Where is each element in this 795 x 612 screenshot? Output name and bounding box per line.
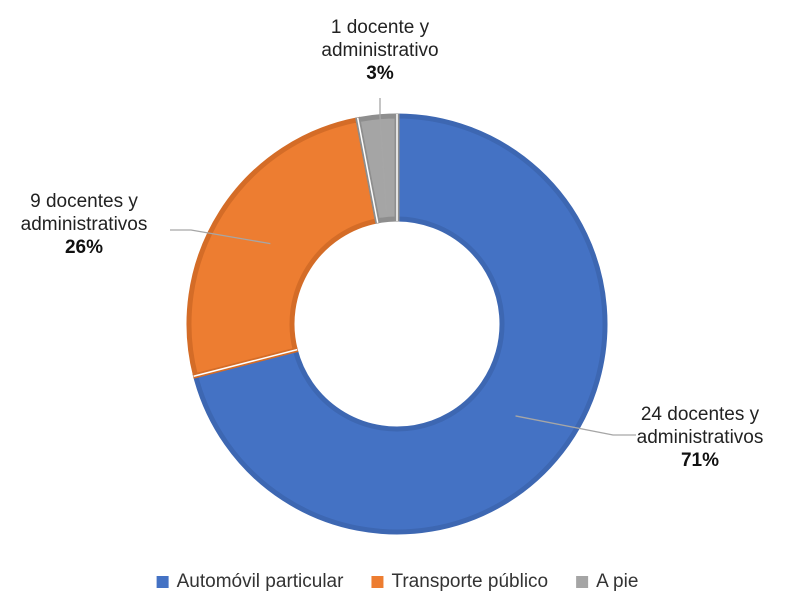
slice-transporte-publico [186,116,381,379]
data-label-a-pie-line-1: 1 docente y [331,17,430,38]
legend-item-a-pie: A pie [576,571,638,592]
legend-label-transporte-publico: Transporte público [391,571,548,592]
legend-item-transporte-publico: Transporte público [371,571,548,592]
leader-line-automovil-particular [515,415,636,436]
legend-swatch-transporte-publico [371,576,384,588]
data-label-transporte-publico-line-1: 9 docentes y [30,191,138,212]
slice-separator [356,117,379,223]
leader-lines-layer [170,98,636,436]
data-label-a-pie-line-2: administrativo [321,40,438,61]
leader-line-transporte-publico [170,229,271,245]
data-label-automovil-particular-line-1: 24 docentes y [641,404,760,425]
slice-separator [193,348,298,377]
legend-label-a-pie: A pie [596,571,638,592]
slice-automovil-particular [192,113,608,535]
data-label-percent-a-pie: 3% [366,63,394,84]
legend-item-automovil-particular: Automóvil particular [156,571,345,592]
legend: Automóvil particular Transporte público A … [156,571,638,592]
data-label-percent-automovil-particular: 71% [681,450,719,471]
data-label-transporte-publico-line-2: administrativos [21,214,148,235]
legend-label-automovil-particular: Automóvil particular [177,571,345,592]
leader-line-a-pie [379,98,387,211]
legend-swatch-automovil-particular [156,576,169,588]
data-label-percent-transporte-publico: 26% [65,237,103,258]
legend-swatch-a-pie [576,576,589,588]
slices-layer [186,113,608,535]
data-label-automovil-particular-line-2: administrativos [637,427,764,448]
